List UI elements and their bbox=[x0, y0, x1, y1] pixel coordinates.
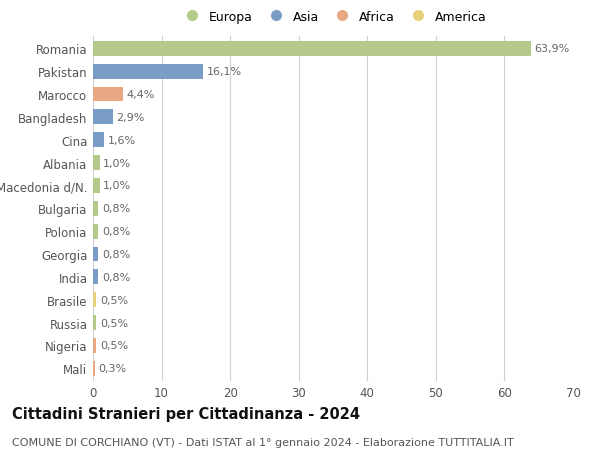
Text: 4,4%: 4,4% bbox=[127, 90, 155, 100]
Text: 1,0%: 1,0% bbox=[103, 158, 131, 168]
Bar bbox=[93, 133, 104, 148]
Bar bbox=[93, 270, 98, 285]
Text: 1,0%: 1,0% bbox=[103, 181, 131, 191]
Bar bbox=[93, 247, 98, 262]
Bar bbox=[93, 361, 95, 376]
Bar bbox=[93, 88, 123, 102]
Bar bbox=[93, 293, 97, 308]
Text: 0,5%: 0,5% bbox=[100, 295, 128, 305]
Text: 0,3%: 0,3% bbox=[98, 364, 127, 374]
Bar bbox=[93, 224, 98, 239]
Text: 63,9%: 63,9% bbox=[535, 44, 570, 54]
Bar bbox=[93, 202, 98, 216]
Text: 2,9%: 2,9% bbox=[116, 112, 145, 123]
Text: Cittadini Stranieri per Cittadinanza - 2024: Cittadini Stranieri per Cittadinanza - 2… bbox=[12, 406, 360, 421]
Text: 1,6%: 1,6% bbox=[107, 135, 136, 146]
Bar bbox=[93, 42, 531, 56]
Text: 0,8%: 0,8% bbox=[102, 227, 130, 237]
Bar bbox=[93, 315, 97, 330]
Text: 0,5%: 0,5% bbox=[100, 318, 128, 328]
Bar bbox=[93, 65, 203, 79]
Legend: Europa, Asia, Africa, America: Europa, Asia, Africa, America bbox=[179, 11, 487, 23]
Text: 0,8%: 0,8% bbox=[102, 249, 130, 259]
Bar bbox=[93, 179, 100, 193]
Text: COMUNE DI CORCHIANO (VT) - Dati ISTAT al 1° gennaio 2024 - Elaborazione TUTTITAL: COMUNE DI CORCHIANO (VT) - Dati ISTAT al… bbox=[12, 437, 514, 447]
Bar bbox=[93, 338, 97, 353]
Bar bbox=[93, 110, 113, 125]
Text: 0,8%: 0,8% bbox=[102, 204, 130, 214]
Text: 16,1%: 16,1% bbox=[207, 67, 242, 77]
Text: 0,8%: 0,8% bbox=[102, 272, 130, 282]
Bar bbox=[93, 156, 100, 171]
Text: 0,5%: 0,5% bbox=[100, 341, 128, 351]
